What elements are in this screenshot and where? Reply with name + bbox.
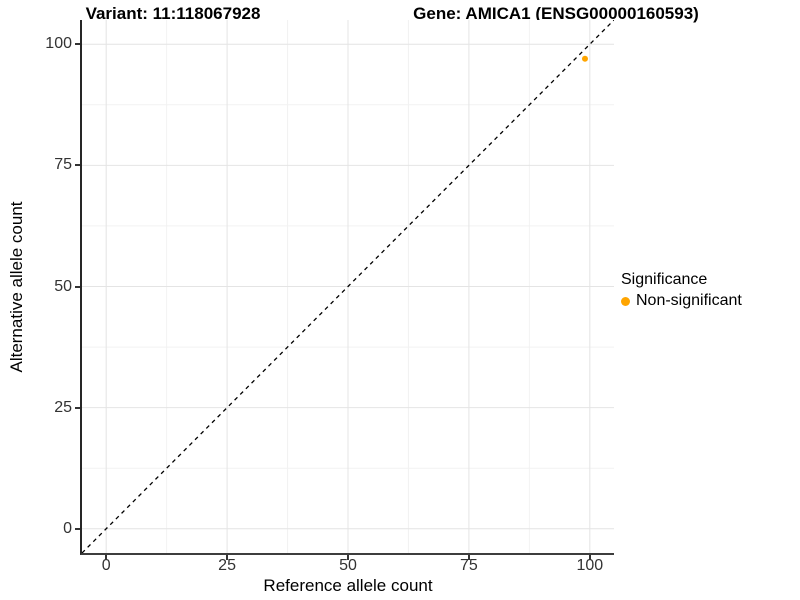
- x-axis-tick-mark: [105, 555, 108, 560]
- x-axis-tick-mark: [588, 555, 591, 560]
- x-axis-tick-label: 75: [460, 557, 478, 574]
- y-axis-tick-label: 25: [54, 398, 72, 416]
- identity-reference-line: [82, 20, 614, 553]
- y-axis-tick-label: 50: [54, 277, 72, 295]
- legend-items: Non-significant: [621, 292, 742, 310]
- plot-canvas: [82, 20, 614, 553]
- y-axis-tick-mark: [75, 406, 80, 409]
- x-axis-tick-label: 0: [101, 557, 111, 574]
- y-axis-title: Alternative allele count: [7, 201, 26, 373]
- plot-title-gene: Gene: AMICA1 (ENSG00000160593): [413, 4, 699, 23]
- y-axis-tick-mark: [75, 285, 80, 288]
- y-axis-tick-label: 100: [45, 35, 72, 53]
- y-axis-tick-mark: [75, 43, 80, 46]
- y-axis-tick-label: 75: [54, 156, 72, 174]
- legend: Significance Non-significant: [621, 271, 742, 310]
- x-axis-tick-label: 25: [218, 557, 236, 574]
- legend-item: Non-significant: [621, 292, 742, 310]
- legend-point-icon: [621, 296, 630, 306]
- y-axis-tick-mark: [75, 527, 80, 530]
- x-axis-tick-mark: [226, 555, 229, 560]
- x-axis-tick-label: 100: [576, 557, 604, 574]
- x-axis-title: Reference allele count: [263, 576, 433, 595]
- y-axis-tick-label: 0: [63, 519, 72, 537]
- data-point: [581, 55, 588, 62]
- legend-title: Significance: [621, 271, 708, 288]
- x-axis-tick-mark: [467, 555, 470, 560]
- plot-title-variant: Variant: 11:118067928: [85, 4, 261, 23]
- y-axis-tick-mark: [75, 164, 80, 167]
- legend-item-label: Non-significant: [636, 292, 742, 309]
- plot-panel: [80, 20, 614, 555]
- x-axis-tick-mark: [347, 555, 349, 560]
- x-axis-tick-label: 50: [339, 557, 357, 574]
